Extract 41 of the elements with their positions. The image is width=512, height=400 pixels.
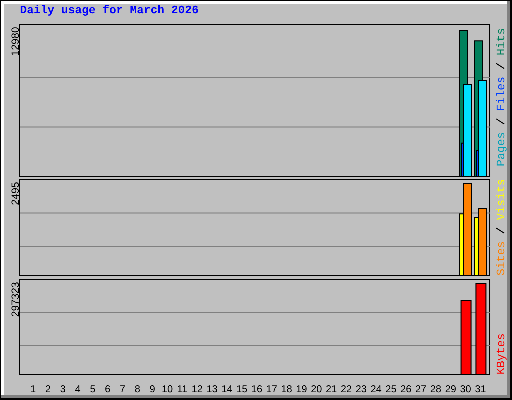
x-tick-label: 25 — [386, 386, 396, 393]
x-tick-label: 31 — [476, 386, 486, 393]
x-tick-label: 19 — [296, 386, 307, 393]
x-tick-label: 28 — [430, 386, 442, 393]
x-tick-label: 15 — [237, 386, 248, 393]
legend-label: Files — [496, 78, 505, 110]
x-tick-label: 18 — [282, 386, 292, 393]
x-tick-label: 29 — [446, 386, 456, 393]
x-tick-label: 20 — [312, 386, 322, 393]
x-tick-label: 1 — [31, 386, 36, 392]
text: KBytes — [496, 334, 507, 374]
legend-label: Pages — [496, 133, 507, 166]
x-tick-label: 13 — [207, 386, 218, 393]
x-tick-label: 6 — [106, 386, 110, 393]
x-tick-label: 2 — [46, 386, 50, 392]
x-tick-label: 30 — [460, 386, 471, 393]
x-tick-label: 26 — [401, 386, 412, 393]
x-tick-label: 21 — [326, 386, 337, 392]
text: Visits — [496, 180, 505, 220]
x-tick-label: 27 — [416, 386, 426, 392]
x-tick-label: 24 — [371, 386, 382, 392]
x-tick-label: 4 — [76, 386, 81, 392]
chart-title: Daily usage for March 2026 — [20, 5, 198, 16]
text: Hits — [496, 29, 505, 55]
x-tick-label: 12 — [192, 386, 202, 392]
x-tick-label: 5 — [90, 386, 96, 393]
x-tick-label: 22 — [341, 386, 352, 392]
x-tick-label: 14 — [222, 386, 232, 392]
x-tick-label: 23 — [356, 386, 367, 393]
legend-label: Sites — [496, 242, 505, 276]
x-tick-label: 9 — [150, 386, 155, 393]
x-tick-label: 11 — [178, 386, 188, 392]
x-tick-label: 3 — [60, 386, 66, 393]
x-tick-label: 16 — [252, 386, 262, 393]
x-tick-label: 7 — [120, 386, 126, 392]
x-tick-label: 10 — [162, 386, 173, 393]
text: 297323 — [12, 282, 20, 317]
text: 12980 — [12, 28, 20, 56]
text: 2495 — [12, 182, 20, 205]
x-tick-label: 17 — [267, 386, 277, 392]
x-tick-label: 8 — [135, 386, 140, 393]
